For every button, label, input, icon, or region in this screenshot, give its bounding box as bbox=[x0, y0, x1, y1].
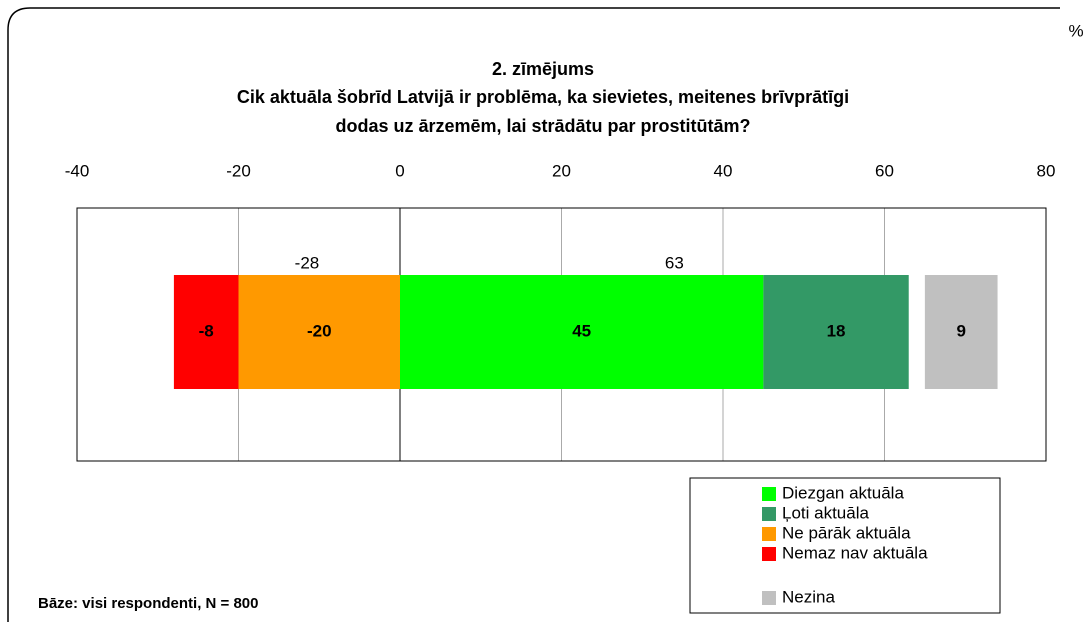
x-tick-label: -40 bbox=[65, 161, 90, 180]
legend-swatch bbox=[762, 591, 776, 605]
legend-label: Ne pārāk aktuāla bbox=[782, 523, 911, 542]
legend-label: Diezgan aktuāla bbox=[782, 483, 904, 502]
chart-title: dodas uz ārzemēm, lai strādātu par prost… bbox=[335, 116, 750, 136]
x-tick-label: 0 bbox=[395, 161, 404, 180]
bar bbox=[763, 275, 909, 389]
legend-label: Ļoti aktuāla bbox=[782, 503, 869, 522]
legend bbox=[689, 477, 1001, 614]
legend-swatch bbox=[762, 507, 776, 521]
data-label: -8 bbox=[199, 321, 214, 340]
data-label: 45 bbox=[572, 321, 591, 340]
x-tick-label: -20 bbox=[226, 161, 251, 180]
legend-label: Nemaz nav aktuāla bbox=[782, 543, 928, 562]
data-label: 9 bbox=[956, 321, 965, 340]
bar bbox=[238, 275, 400, 389]
legend-label: Nezina bbox=[782, 587, 835, 606]
bar bbox=[173, 275, 239, 389]
total-label: -28 bbox=[295, 253, 320, 272]
legend-swatch bbox=[762, 527, 776, 541]
legend-swatch bbox=[762, 487, 776, 501]
x-tick-label: 20 bbox=[552, 161, 571, 180]
x-tick-label: 40 bbox=[714, 161, 733, 180]
unit-label: % bbox=[1068, 21, 1083, 40]
bar bbox=[400, 275, 764, 389]
plot-border bbox=[76, 207, 1047, 462]
chart-title: 2. zīmējums bbox=[492, 59, 594, 79]
x-tick-label: 60 bbox=[875, 161, 894, 180]
data-label: 18 bbox=[827, 321, 846, 340]
legend-swatch bbox=[762, 547, 776, 561]
x-tick-label: 80 bbox=[1037, 161, 1056, 180]
footnote: Bāze: visi respondenti, N = 800 bbox=[38, 595, 259, 612]
bar bbox=[924, 275, 998, 389]
frame bbox=[7, 7, 1060, 622]
total-label: 63 bbox=[665, 253, 684, 272]
data-label: -20 bbox=[307, 321, 332, 340]
chart-title: Cik aktuāla šobrīd Latvijā ir problēma, … bbox=[237, 87, 849, 107]
